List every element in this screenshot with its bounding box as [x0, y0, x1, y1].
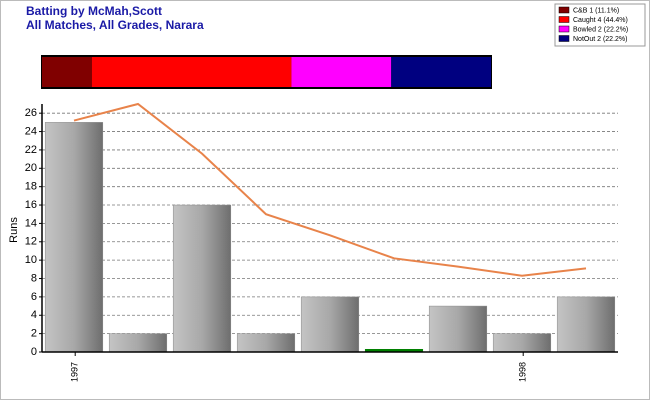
bar: [492, 333, 552, 353]
legend-label: Bowled 2 (22.2%): [573, 26, 628, 33]
summary-segment: [391, 57, 491, 87]
bar: [428, 305, 488, 353]
bar: [108, 333, 168, 353]
y-tick-label: 0: [31, 346, 37, 358]
y-tick-label: 14: [25, 217, 37, 229]
legend-swatch: [558, 35, 570, 42]
legend-label: NotOut 2 (22.2%): [573, 36, 627, 43]
summary-segment: [91, 57, 292, 87]
y-tick-label: 10: [25, 254, 37, 266]
summary-segment: [291, 57, 392, 87]
y-tick-label: 18: [25, 181, 37, 193]
y-tick-label: 20: [25, 162, 37, 174]
chart-title: Batting by McMah,Scott: [26, 4, 162, 18]
line: [73, 102, 587, 277]
y-tick-label: 16: [25, 199, 37, 211]
y-tick-label: 24: [25, 125, 37, 137]
legend-box: [554, 3, 646, 47]
bar: [300, 296, 360, 353]
y-tick-label: 6: [31, 291, 37, 303]
legend-label: C&B 1 (11.1%): [573, 7, 619, 14]
x-tick-label: 1998: [518, 362, 528, 382]
legend-swatch: [558, 16, 570, 23]
y-tick-label: 12: [25, 236, 37, 248]
summary-segment: [42, 57, 92, 87]
legend-swatch: [558, 6, 570, 14]
legend-label: Caught 4 (44.4%): [573, 17, 628, 24]
x-tick-label: 1997: [70, 362, 80, 382]
bar: [44, 122, 104, 353]
bar: [236, 333, 296, 353]
y-tick-label: 2: [31, 328, 37, 340]
bar: [172, 204, 232, 353]
y-tick-label: 26: [25, 107, 37, 119]
y-tick-label: 4: [31, 309, 37, 321]
y-tick-label: 8: [31, 272, 37, 284]
bar: [556, 296, 616, 353]
y-tick-label: 22: [25, 144, 37, 156]
chart-subtitle: All Matches, All Grades, Narara: [26, 18, 204, 32]
y-axis-label: Runs: [8, 217, 20, 243]
legend-swatch: [558, 25, 570, 33]
